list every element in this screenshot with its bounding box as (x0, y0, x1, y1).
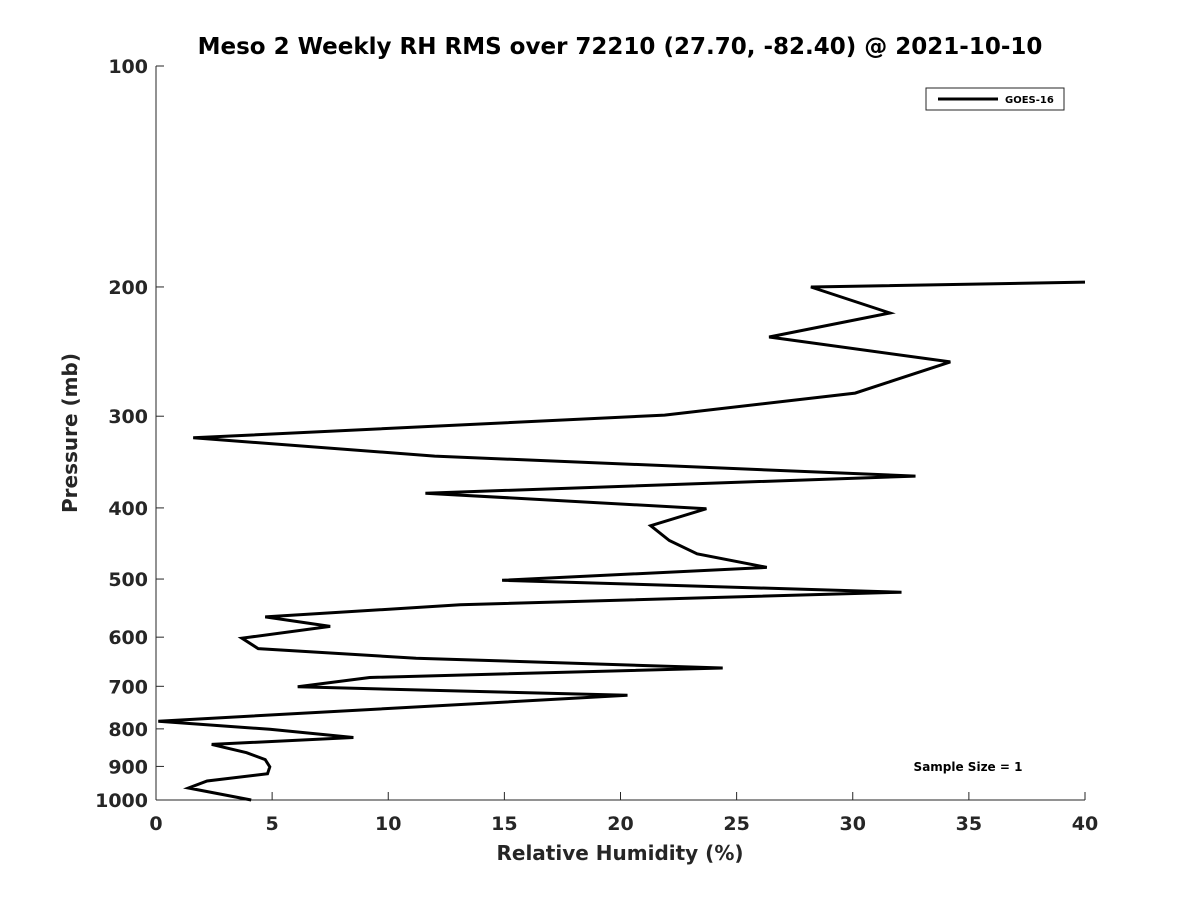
chart-title: Meso 2 Weekly RH RMS over 72210 (27.70, … (198, 34, 1043, 60)
x-axis-label: Relative Humidity (%) (496, 841, 743, 865)
x-tick-label: 5 (266, 813, 279, 835)
y-tick-label: 300 (108, 406, 148, 428)
y-tick-label: 100 (108, 56, 148, 78)
x-tick-label: 40 (1072, 813, 1098, 835)
y-tick-label: 600 (108, 627, 148, 649)
y-tick-label: 1000 (95, 790, 148, 812)
x-ticks: 0 5 10 15 20 25 30 35 40 (149, 792, 1098, 835)
x-tick-label: 15 (491, 813, 517, 835)
y-tick-label: 400 (108, 498, 148, 520)
x-tick-label: 10 (375, 813, 401, 835)
x-tick-label: 25 (723, 813, 749, 835)
x-tick-label: 30 (840, 813, 866, 835)
y-tick-label: 900 (108, 756, 148, 778)
legend-label-goes-16: GOES-16 (1005, 95, 1054, 106)
y-axis-label: Pressure (mb) (58, 353, 82, 513)
y-tick-label: 700 (108, 676, 148, 698)
y-ticks: 100 200 300 400 500 600 700 800 900 1000 (95, 56, 164, 812)
legend: GOES-16 (925, 87, 1065, 111)
x-tick-label: 35 (956, 813, 982, 835)
series-line-goes-16 (158, 280, 1086, 802)
x-tick-label: 20 (607, 813, 633, 835)
series-layer (158, 280, 1086, 802)
y-tick-label: 500 (108, 569, 148, 591)
y-tick-label: 200 (108, 277, 148, 299)
x-tick-label: 0 (149, 813, 162, 835)
y-tick-label: 800 (108, 719, 148, 741)
sample-size-annotation: Sample Size = 1 (914, 760, 1023, 774)
